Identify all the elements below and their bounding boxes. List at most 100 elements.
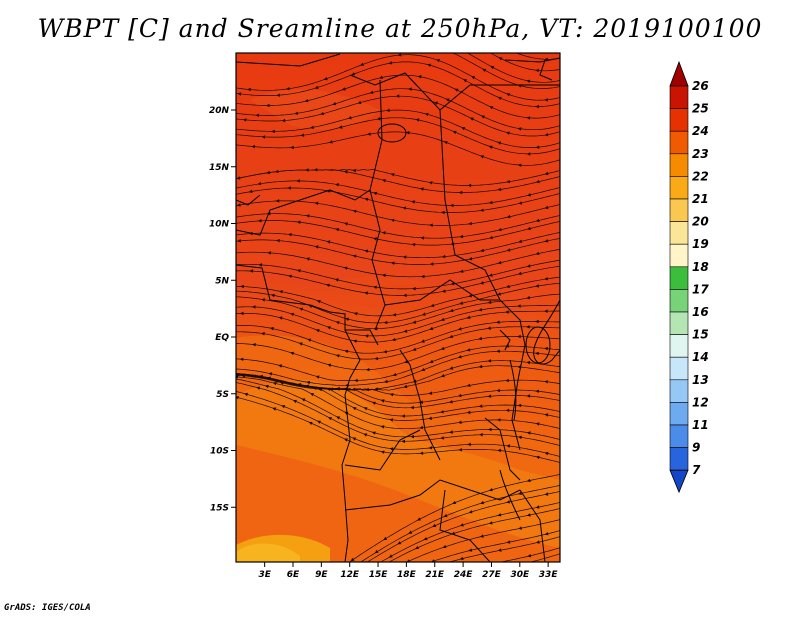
arrow-head (352, 254, 357, 258)
temperature-field (236, 53, 560, 562)
arrow-head (459, 523, 464, 527)
arrow-head (526, 152, 531, 156)
colorbar-swatch (669, 176, 689, 200)
arrow-head (467, 183, 472, 188)
arrow-head (517, 84, 522, 88)
streamline (406, 519, 560, 562)
colorbar-swatch (669, 379, 689, 403)
arrow-head (517, 271, 522, 276)
arrow-head (526, 116, 531, 120)
arrow-head (440, 317, 445, 321)
colorbar-swatch (669, 289, 689, 313)
colorbar-label: 25 (692, 102, 709, 116)
arrow-head (374, 356, 379, 361)
streamline (236, 373, 560, 409)
arrow-head (336, 386, 340, 391)
arrow-head (326, 240, 331, 244)
arrow-head (388, 61, 393, 65)
arrow-head (297, 383, 302, 387)
arrow-head (338, 125, 343, 129)
arrow-head (517, 127, 522, 131)
colorbar-swatch (669, 243, 689, 268)
arrow-head (274, 379, 279, 383)
arrow-head (429, 262, 434, 266)
arrow-head (378, 75, 383, 79)
colorbar-swatch (669, 153, 689, 177)
arrow-head (506, 214, 511, 219)
colorbar-label: 14 (692, 350, 709, 364)
arrow-head (468, 510, 473, 514)
arrow-head (265, 103, 270, 108)
streamline (236, 396, 560, 463)
arrow-head (544, 492, 549, 496)
arrow-head (335, 183, 339, 187)
arrow-head (257, 181, 262, 186)
arrow-head (290, 312, 295, 317)
arrow-head (364, 334, 369, 338)
arrow-head (428, 446, 433, 450)
streamline (236, 220, 560, 246)
streamline (430, 530, 560, 562)
arrow-head (526, 79, 531, 83)
arrow-head (363, 433, 368, 437)
arrow-head (236, 396, 239, 400)
arrow-head (269, 326, 274, 331)
colorbar-swatch (669, 130, 689, 155)
arrow-head (535, 284, 540, 288)
arrow-head (236, 373, 240, 377)
arrow-head (505, 310, 509, 314)
arrow-head (406, 559, 411, 562)
arrow-head (328, 140, 333, 144)
arrow-head (488, 200, 493, 205)
arrow-head (271, 129, 275, 134)
arrow-head (345, 317, 350, 321)
arrow-head (326, 283, 330, 287)
arrow-head (506, 540, 511, 544)
arrow-head (544, 57, 548, 62)
arrow-head (450, 282, 455, 286)
arrow-head (505, 378, 509, 383)
arrow-head (506, 500, 511, 504)
arrow-head (443, 141, 448, 145)
arrow-head (403, 384, 408, 389)
arrow-head (380, 399, 385, 403)
arrow-head (506, 248, 511, 252)
streamline (360, 485, 560, 562)
arrow-head (267, 251, 271, 255)
arrow-head (373, 327, 378, 331)
arrow-head (428, 181, 433, 185)
arrow-head (300, 133, 305, 137)
arrow-head (517, 365, 522, 369)
streamline (236, 379, 560, 440)
arrow-head (451, 531, 456, 535)
arrow-head (517, 304, 521, 308)
arrow-head (326, 189, 331, 193)
arrow-head (305, 214, 310, 218)
arrow-head (479, 208, 484, 212)
colorbar-swatch (669, 221, 689, 245)
arrow-head (427, 63, 431, 67)
streamline (236, 360, 560, 391)
colorbar-swatch (669, 447, 689, 471)
colorbar-top-arrow (669, 60, 689, 87)
arrow-head (417, 75, 422, 79)
arrow-head (326, 326, 331, 330)
arrow-head (535, 104, 539, 109)
arrow-head (544, 277, 548, 281)
map-title: WBPT [C] and Sreamline at 250hPa, VT: 20… (37, 14, 763, 43)
arrow-head (335, 321, 340, 325)
arrow-head (445, 98, 450, 102)
arrow-head (410, 434, 414, 439)
streamline (236, 95, 560, 137)
arrow-head (506, 284, 510, 289)
arrow-head (297, 383, 302, 387)
arrow-head (276, 238, 280, 243)
arrow-head (381, 179, 386, 183)
streamline (236, 61, 560, 107)
arrow-head (367, 132, 371, 136)
arrow-head (392, 313, 397, 317)
arrow-head (496, 418, 501, 422)
arrow-head (505, 344, 509, 348)
arrow-head (479, 432, 483, 437)
arrow-head (383, 379, 388, 384)
